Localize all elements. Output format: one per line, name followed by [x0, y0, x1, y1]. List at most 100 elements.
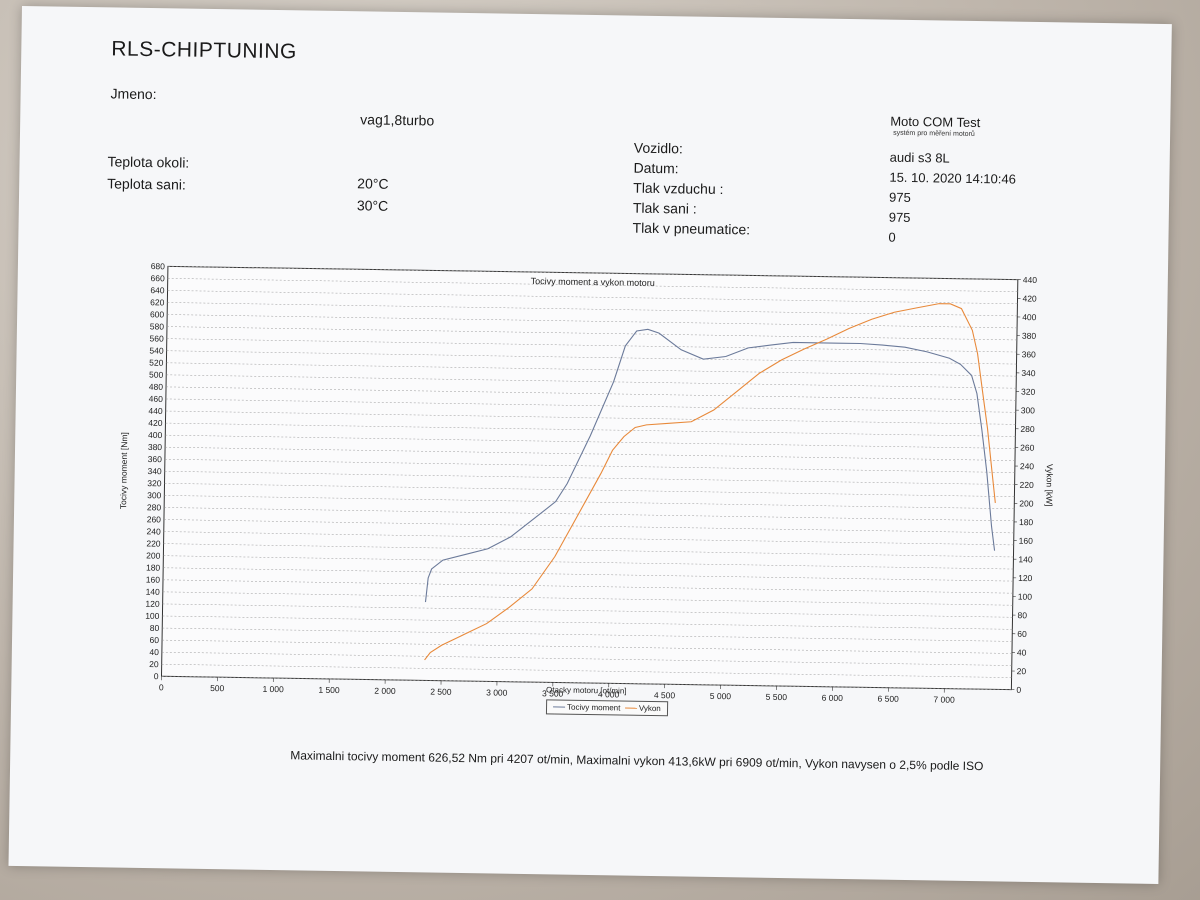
y2-tick-label: 40 — [1017, 647, 1027, 657]
grid-line-y — [161, 651, 1012, 666]
grid-line-y — [162, 639, 1012, 654]
y-tick-label: 340 — [147, 466, 162, 476]
grid-line-y — [166, 338, 1017, 353]
y-tick-label: 500 — [149, 370, 164, 380]
chart-title: Tocivy moment a vykon motoru — [531, 276, 655, 288]
chart-legend: Tocivy moment Vykon — [545, 699, 668, 717]
y2-tick-label: 240 — [1020, 461, 1035, 471]
y2-tick-label: 360 — [1022, 349, 1037, 359]
y2-tick-label: 320 — [1021, 387, 1036, 397]
x-axis-label: Otacky motoru [ot/min] — [546, 685, 627, 695]
x-tick-label: 2 000 — [374, 686, 396, 696]
y-tick-label: 420 — [148, 418, 163, 428]
grid-line-y — [162, 591, 1013, 606]
tlak-vzduchu-label: Tlak vzduchu : — [633, 179, 724, 198]
grid-line-y — [162, 603, 1013, 618]
vozidlo-label: Vozidlo: — [633, 139, 684, 157]
y2-tick-label: 220 — [1020, 480, 1035, 490]
grid-line-y — [167, 278, 1018, 292]
jmeno-label: Jmeno: — [110, 85, 157, 103]
grid-line-y — [166, 350, 1017, 365]
x-tick-label: 1 500 — [318, 685, 340, 695]
teplota-okoli-value: 20°C — [357, 175, 389, 192]
y-tick-label: 560 — [150, 333, 165, 343]
y2-tick-label: 340 — [1021, 368, 1036, 378]
y2-tick-label: 200 — [1019, 498, 1034, 508]
y2-tick-label: 100 — [1018, 592, 1033, 602]
y-tick-label: 40 — [149, 647, 159, 657]
y-tick-label: 160 — [146, 575, 161, 585]
grid-line-y — [167, 302, 1018, 317]
grid-line-y — [163, 579, 1013, 594]
y-tick-label: 220 — [146, 538, 161, 548]
y-tick-label: 600 — [150, 309, 165, 319]
grid-line-y — [167, 290, 1018, 305]
grid-line-y — [163, 519, 1014, 534]
grid-line-y — [164, 458, 1015, 473]
y2-tick-label: 60 — [1017, 629, 1027, 639]
tlak-pneumatice-value: 0 — [888, 229, 896, 245]
x-tick-label: 2 500 — [430, 686, 452, 696]
grid-line-y — [166, 326, 1017, 341]
y2-tick-label: 0 — [1016, 685, 1021, 695]
y-tick-label: 100 — [145, 611, 160, 621]
y-tick-label: 140 — [146, 587, 161, 597]
y-tick-label: 660 — [150, 273, 165, 283]
y-tick-label: 540 — [149, 345, 164, 355]
x-tick-label: 7 000 — [933, 694, 955, 704]
y-tick-label: 400 — [148, 430, 163, 440]
y-tick-label: 480 — [149, 382, 164, 392]
y2-tick-label: 260 — [1020, 442, 1035, 452]
x-tick-label: 1 000 — [262, 684, 284, 694]
grid-line-y — [167, 266, 1018, 280]
y-tick-label: 200 — [146, 550, 161, 560]
x-tick-label: 4 000 — [598, 689, 620, 699]
y-tick-label: 620 — [150, 297, 165, 307]
grid-line-y — [163, 567, 1014, 582]
y-tick-label: 240 — [146, 526, 161, 536]
y-tick-label: 680 — [151, 261, 166, 271]
grid-line-y — [165, 446, 1015, 461]
grid-line-y — [163, 531, 1014, 546]
y2-tick-label: 420 — [1022, 293, 1037, 303]
y2-tick-label: 140 — [1018, 554, 1033, 564]
x-tick-label: 3 000 — [486, 687, 508, 697]
y-tick-label: 320 — [147, 478, 162, 488]
tlak-sani-value: 975 — [888, 209, 911, 225]
y2-tick-label: 300 — [1021, 405, 1036, 415]
grid-line-y — [165, 434, 1016, 449]
grid-line-y — [164, 483, 1015, 497]
jmeno-value: vag1,8turbo — [360, 111, 435, 129]
y-tick-label: 20 — [149, 659, 159, 669]
datum-label: Datum: — [633, 159, 679, 177]
grid-line-y — [165, 398, 1016, 413]
y2-tick-label: 120 — [1018, 573, 1033, 583]
y-tick-label: 120 — [145, 599, 160, 609]
grid-line-y — [164, 471, 1015, 485]
teplota-sani-label: Teplota sani: — [107, 175, 186, 193]
grid-line-y — [166, 362, 1017, 377]
y-tick-label: 640 — [150, 285, 165, 295]
y-tick-label: 0 — [154, 671, 159, 681]
y-tick-label: 580 — [150, 321, 165, 331]
y2-tick-label: 160 — [1019, 536, 1034, 546]
y-tick-label: 180 — [146, 562, 161, 572]
x-tick-label: 5 500 — [766, 692, 788, 702]
y-axis-label: Tocivy moment [Nm] — [118, 432, 129, 509]
torque-curve — [424, 328, 996, 603]
brand-title: RLS-CHIPTUNING — [111, 37, 298, 64]
y-tick-label: 380 — [148, 442, 163, 452]
dyno-sheet: RLS-CHIPTUNING Jmeno: vag1,8turbo Teplot… — [8, 6, 1172, 884]
grid-line-y — [166, 386, 1016, 401]
grid-line-y — [162, 627, 1013, 642]
tlak-vzduchu-value: 975 — [888, 189, 911, 205]
y-tick-label: 440 — [148, 406, 163, 416]
x-tick-label: 500 — [210, 683, 225, 693]
y-tick-label: 300 — [147, 490, 162, 500]
grid-line-y — [161, 676, 1012, 690]
y-tick-label: 360 — [148, 454, 163, 464]
grid-line-y — [163, 555, 1014, 570]
y-tick-label: 80 — [150, 623, 160, 633]
dyno-chart: 0204060801001201401601802002202402602803… — [118, 261, 1055, 705]
y-tick-label: 460 — [149, 394, 164, 404]
